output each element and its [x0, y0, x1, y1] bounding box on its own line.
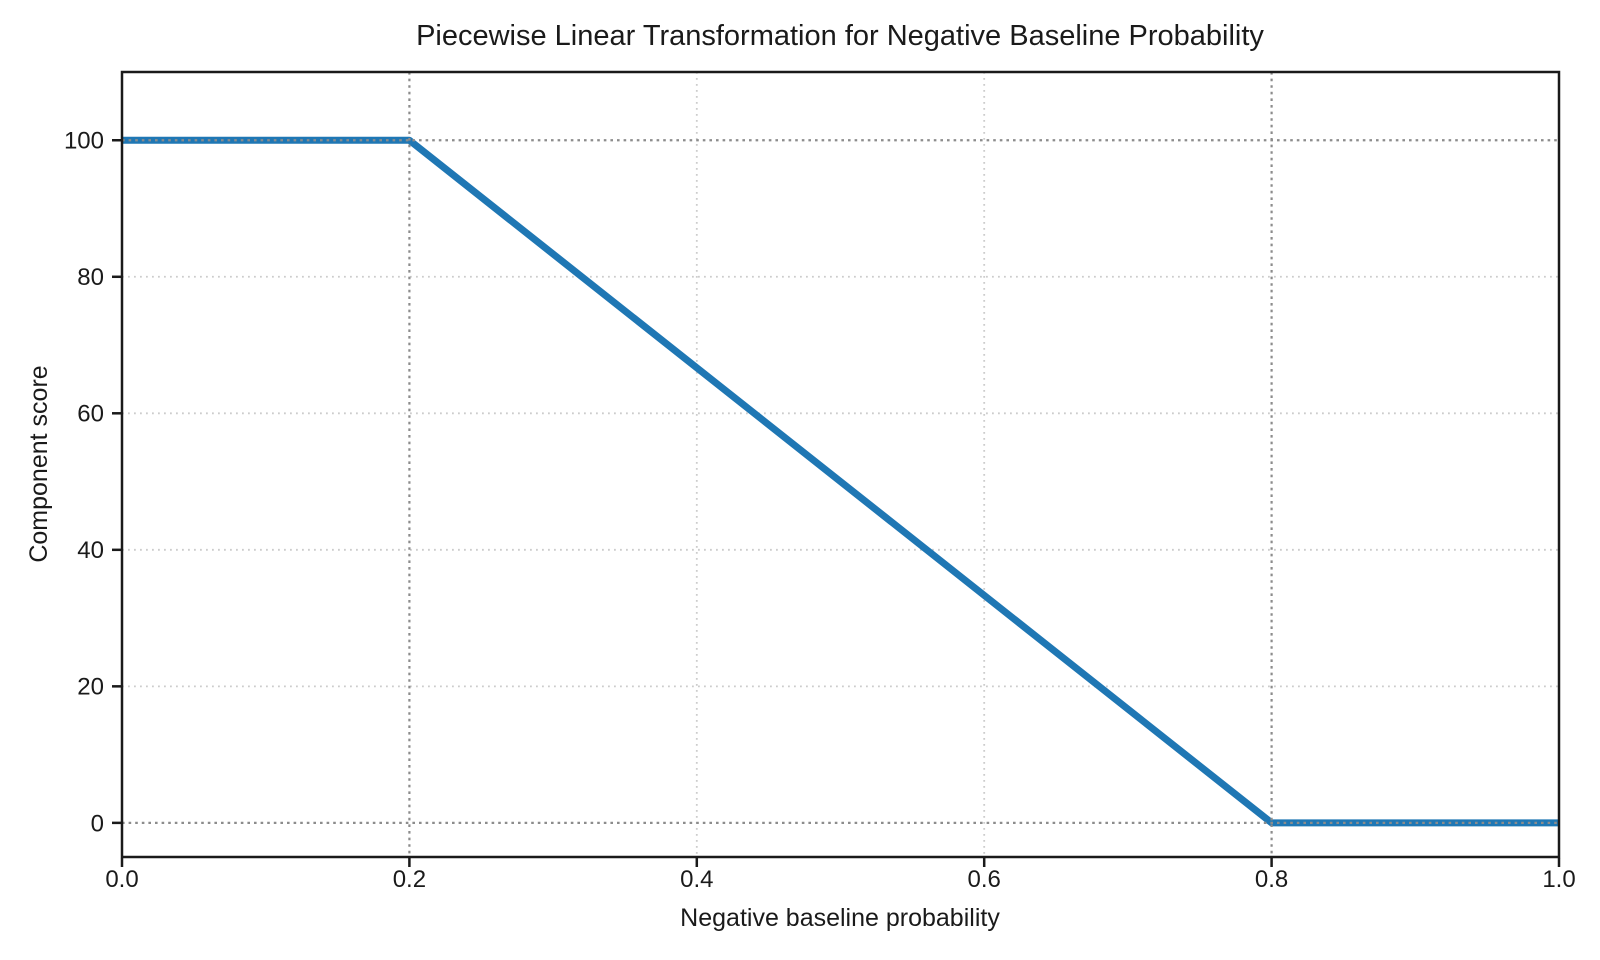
series-lines: [122, 136, 1559, 827]
y-tick-label: 40: [77, 537, 104, 564]
gridlines: [122, 72, 1559, 857]
reference-lines: [122, 72, 1559, 857]
x-tick-label: 0.4: [680, 866, 713, 893]
series-line-component-score: [122, 136, 1559, 827]
x-tick-label: 0.6: [968, 866, 1001, 893]
y-tick-labels: 0 20 40 60 80 100: [64, 128, 104, 838]
chart-title: Piecewise Linear Transformation for Nega…: [416, 20, 1264, 52]
y-axis-label: Component score: [25, 365, 53, 562]
x-tick-label: 1.0: [1542, 866, 1575, 893]
y-tick-label: 80: [77, 264, 104, 291]
axis-tick-marks: [112, 139, 1561, 867]
x-tick-labels: 0.0 0.2 0.4 0.6 0.8 1.0: [105, 866, 1575, 893]
plot-border: [120, 70, 1561, 859]
axes-spines: [120, 70, 1561, 859]
y-tick-label: 0: [91, 810, 104, 837]
x-tick-label: 0.0: [105, 866, 138, 893]
y-tick-label: 60: [77, 401, 104, 428]
y-tick-label: 20: [77, 674, 104, 701]
x-axis-label: Negative baseline probability: [680, 904, 1000, 932]
x-tick-label: 0.8: [1255, 866, 1288, 893]
x-tick-label: 0.2: [393, 866, 426, 893]
y-tick-label: 100: [64, 128, 104, 155]
